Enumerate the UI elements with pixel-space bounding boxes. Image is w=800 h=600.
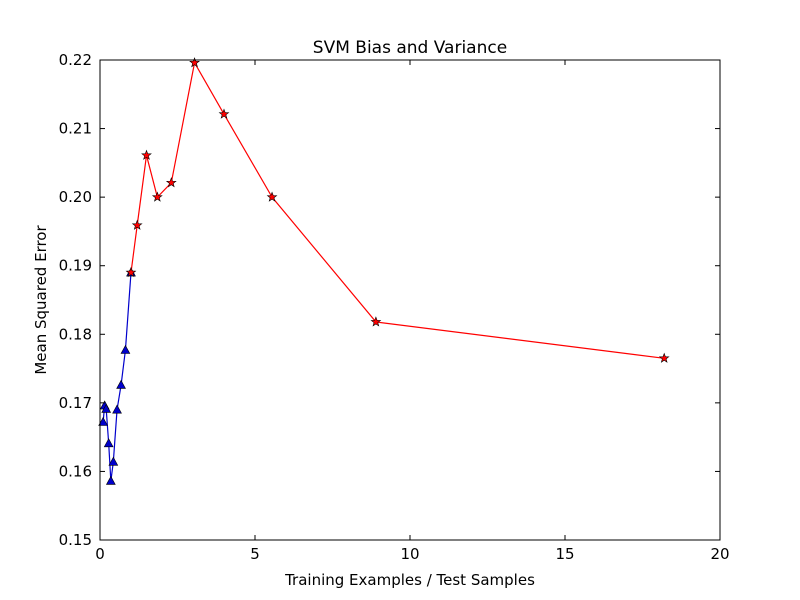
series-line: [130, 61, 665, 359]
data-point: [218, 108, 230, 119]
plot-area: 0 5 10 15 20 0.15 0.16 0.17 0.18 0.19 0.20 0.21 0.2…: [59, 51, 730, 563]
data-point: [658, 352, 670, 363]
data-point: [151, 191, 163, 202]
data-point: [189, 57, 200, 68]
chart-title: SVM Bias and Variance: [313, 38, 507, 58]
y-tick-label: 0.16: [59, 462, 92, 480]
data-point: [101, 403, 112, 413]
data-point: [266, 191, 278, 202]
data-point: [165, 177, 177, 188]
data-point: [112, 404, 122, 414]
data-point: [105, 475, 116, 485]
y-tick-label: 0.21: [59, 120, 92, 138]
y-tick-label: 0.22: [59, 51, 92, 69]
x-tick-label: 5: [250, 545, 260, 563]
y-tick-label: 0.15: [59, 531, 92, 549]
data-point: [103, 438, 114, 448]
y-tick-label: 0.17: [59, 394, 92, 412]
y-tick-label: 0.20: [59, 188, 92, 206]
data-point: [141, 149, 152, 160]
data-point: [370, 316, 382, 327]
data-point: [98, 416, 108, 426]
x-tick-label: 0: [95, 545, 105, 563]
series-layer: [98, 57, 670, 485]
x-axis: 0 5 10 15 20: [95, 60, 730, 563]
y-axis-label: Mean Squared Error: [32, 225, 50, 375]
plot-background: [100, 60, 720, 540]
data-point: [108, 456, 119, 466]
x-tick-label: 20: [710, 545, 729, 563]
y-tick-label: 0.19: [59, 257, 92, 275]
x-tick-label: 15: [555, 545, 574, 563]
data-point: [125, 266, 137, 278]
series-1: [125, 57, 670, 363]
data-point: [116, 379, 126, 389]
data-point: [131, 219, 143, 230]
x-axis-label: Training Examples / Test Samples: [284, 571, 535, 589]
data-point: [120, 344, 131, 354]
x-tick-label: 10: [400, 545, 419, 563]
y-tick-label: 0.18: [59, 325, 92, 343]
y-axis: 0.15 0.16 0.17 0.18 0.19 0.20 0.21 0.22: [59, 51, 720, 549]
